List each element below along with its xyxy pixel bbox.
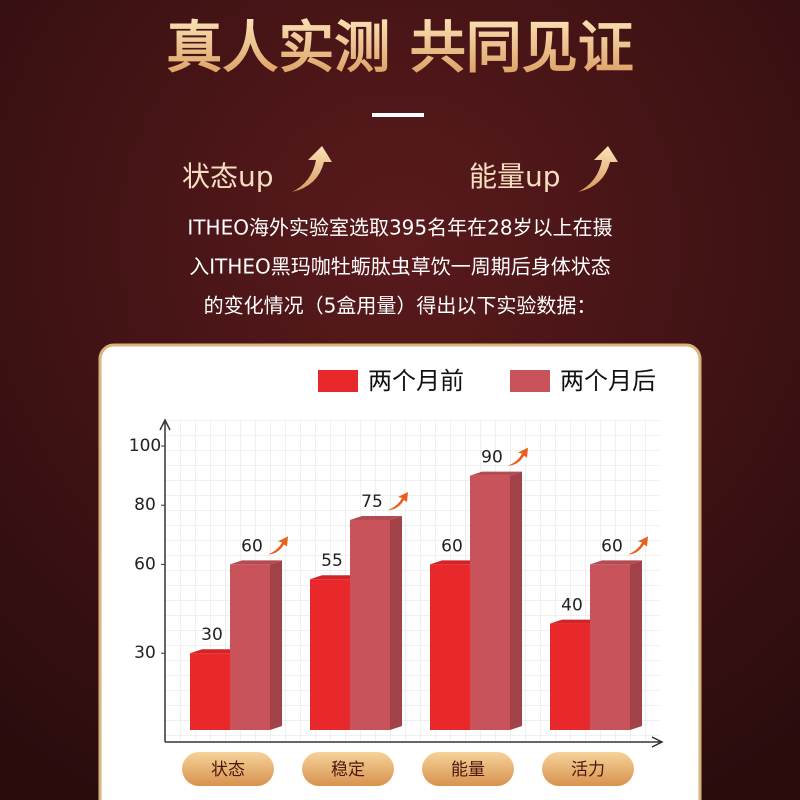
y-tick-label: 80 [134, 495, 156, 515]
legend-label: 两个月前 [368, 367, 464, 395]
bar-top [230, 560, 282, 565]
legend-swatch [510, 370, 550, 392]
value-label: 60 [601, 536, 623, 556]
bar-top [590, 560, 642, 565]
up-arrow [578, 146, 618, 192]
category-button [422, 752, 514, 786]
divider [372, 113, 424, 117]
up-arrow [508, 447, 528, 466]
bar [190, 653, 230, 730]
value-label: 40 [561, 596, 583, 616]
bar-side [390, 516, 402, 730]
bar [310, 579, 350, 730]
value-label: 90 [481, 448, 503, 468]
bar-top [190, 649, 242, 654]
description-line: ITHEO海外实验室选取395名年在28岁以上在摄 [187, 216, 612, 240]
value-label: 55 [321, 551, 343, 571]
value-label: 60 [241, 536, 263, 556]
x-tick-label: 稳定 [331, 760, 365, 780]
bar-side [270, 560, 282, 730]
y-tick-label: 60 [134, 554, 156, 574]
category-button [542, 752, 634, 786]
x-tick-label: 状态 [211, 760, 245, 780]
bar-side [630, 560, 642, 730]
bar [590, 564, 630, 730]
category-button [182, 752, 274, 786]
up-arrow [388, 492, 408, 510]
up-arrow [628, 536, 648, 555]
bar [230, 564, 270, 730]
bar [550, 623, 590, 730]
bar [470, 475, 510, 730]
bar-top [350, 516, 402, 520]
category-button [302, 752, 394, 786]
legend-swatch [318, 370, 358, 392]
x-tick-label: 能量 [451, 760, 485, 780]
value-label: 30 [201, 625, 223, 645]
title: 真人实测 共同见证 [166, 16, 634, 81]
value-label: 60 [441, 536, 463, 556]
legend-label: 两个月后 [560, 367, 656, 395]
up-arrow [268, 536, 288, 555]
bar-side [510, 471, 522, 730]
bar-top [310, 575, 362, 580]
badge: 状态up [182, 160, 274, 193]
bar [350, 520, 390, 730]
y-tick-label: 30 [134, 643, 156, 663]
badge: 能量up [469, 160, 561, 193]
value-label: 75 [361, 492, 383, 512]
description-line: 的变化情况（5盒用量）得出以下实验数据： [204, 294, 597, 318]
bar-top [550, 619, 602, 624]
y-tick-label: 100 [129, 436, 161, 456]
x-tick-label: 活力 [571, 760, 605, 780]
up-arrow [292, 146, 332, 192]
axes [159, 418, 664, 748]
description-line: 入ITHEO黑玛咖牡蛎肽虫草饮一周期后身体状态 [189, 255, 611, 279]
bar-top [470, 471, 522, 476]
bar-top [430, 560, 482, 565]
bar [430, 564, 470, 730]
